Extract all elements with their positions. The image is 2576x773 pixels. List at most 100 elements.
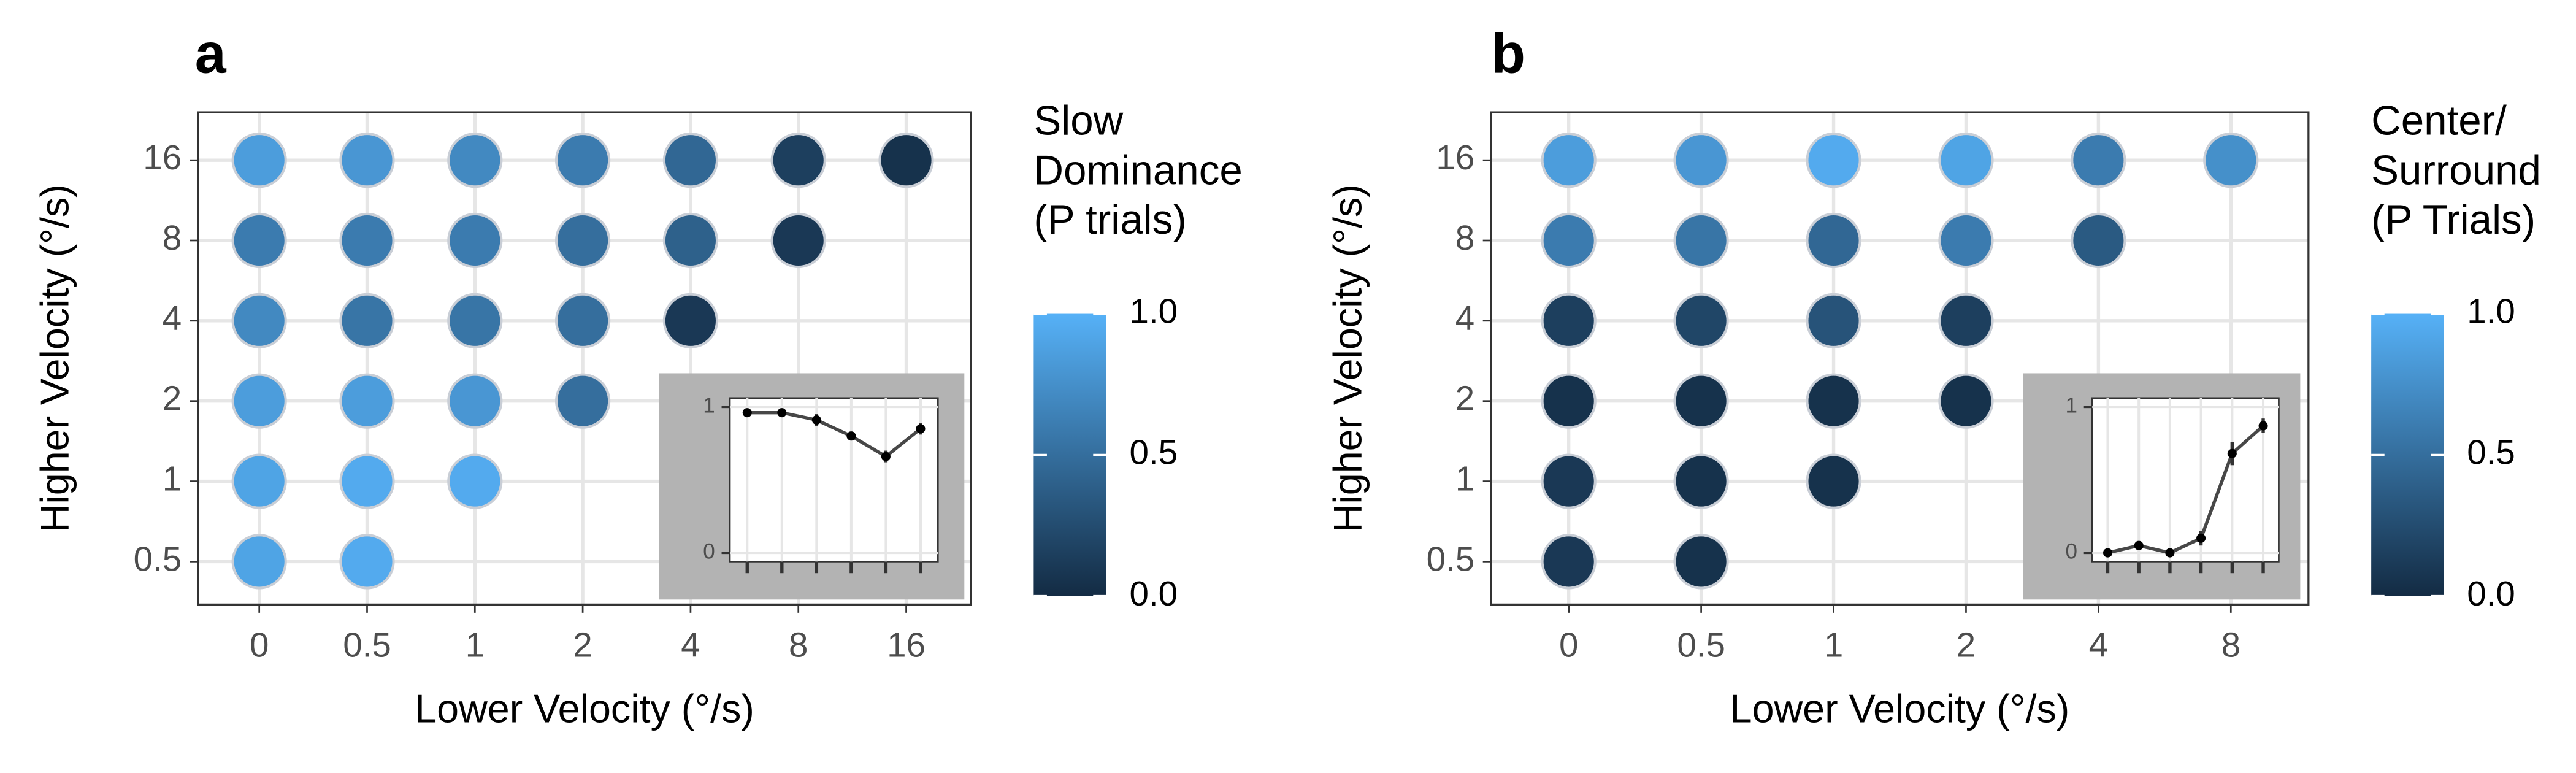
x-axis-title: Lower Velocity (°/s) (415, 686, 754, 731)
inset-point (777, 408, 787, 418)
dot (231, 373, 287, 429)
inset-line (747, 410, 922, 459)
plot-border (1490, 111, 2310, 606)
inset-point (811, 415, 821, 425)
colorbar-title: Dominance (1033, 147, 1242, 193)
dot (1673, 293, 1729, 348)
dot (1673, 534, 1729, 590)
panel-label: b (1491, 22, 1525, 85)
colorbar-tick-label: 1.0 (1130, 291, 1178, 330)
y-tick-label: 16 (1436, 138, 1474, 177)
dot (770, 212, 826, 269)
dot (1938, 133, 1994, 188)
dot (1938, 212, 1994, 269)
dot (447, 133, 503, 188)
y-tick-label: 1 (1455, 459, 1474, 498)
inset-line (2107, 425, 2264, 555)
y-tick-label: 2 (1455, 379, 1474, 418)
dot (555, 373, 611, 429)
dot (1541, 293, 1597, 348)
dot (1938, 293, 1994, 348)
colorbar-tick-label: 0.5 (1130, 433, 1178, 472)
inset-panel (2091, 397, 2280, 563)
dot (555, 293, 611, 348)
dot (339, 534, 395, 590)
dot (2203, 133, 2259, 188)
x-tick-label: 8 (789, 625, 808, 664)
dot (1541, 212, 1597, 269)
y-tick-label: 8 (163, 218, 182, 257)
inset-point (2103, 548, 2113, 558)
colorbar-title: Surround (2371, 147, 2541, 193)
x-axis-title: Lower Velocity (°/s) (1730, 686, 2070, 731)
inset-y-tick-label: 1 (2065, 393, 2077, 417)
inset-point (2227, 448, 2237, 458)
colorbar-tick-label: 0.0 (1130, 574, 1178, 613)
y-tick-label: 8 (1455, 218, 1474, 257)
y-tick-label: 4 (1455, 299, 1474, 337)
dot (231, 534, 287, 590)
dot (878, 133, 934, 188)
dot (1541, 453, 1597, 509)
inset-point (881, 452, 891, 461)
colorbar-title: Center/ (2371, 98, 2507, 144)
dot (231, 133, 287, 188)
dot (339, 133, 395, 188)
dot (1806, 133, 1861, 188)
colorbar-tick-label: 1.0 (2467, 291, 2515, 330)
x-tick-label: 2 (1957, 625, 1976, 664)
colorbar-tick-label: 0.5 (2467, 433, 2515, 472)
dot (447, 373, 503, 429)
x-tick-label: 0 (250, 625, 269, 664)
inset-point (916, 424, 926, 434)
dot (447, 453, 503, 509)
colorbar-title: Slow (1033, 98, 1123, 144)
x-tick-label: 0.5 (1677, 625, 1725, 664)
y-tick-label: 16 (143, 138, 182, 177)
dot (1806, 453, 1861, 509)
dot (662, 212, 719, 269)
dot (231, 453, 287, 509)
dot (447, 212, 503, 269)
y-tick-label: 2 (163, 379, 182, 418)
dot (1673, 373, 1729, 429)
dot (231, 293, 287, 348)
dot (1806, 293, 1861, 348)
x-tick-label: 16 (887, 625, 926, 664)
plot-border (197, 111, 972, 606)
inset-y-tick-label: 0 (2065, 539, 2077, 563)
inset-panel (729, 397, 939, 563)
dot (339, 373, 395, 429)
dot (339, 453, 395, 509)
dot (1673, 212, 1729, 269)
dot (662, 293, 719, 348)
dot (1541, 133, 1597, 188)
dot (2071, 212, 2126, 269)
x-tick-label: 0 (1559, 625, 1578, 664)
panel-label: a (195, 22, 227, 85)
y-axis-title: Higher Velocity (°/s) (33, 184, 77, 533)
x-tick-label: 1 (466, 625, 485, 664)
dot (770, 133, 826, 188)
inset-point (846, 431, 856, 441)
colorbar-title: (P Trials) (2371, 197, 2536, 243)
dot (231, 212, 287, 269)
dot (1938, 373, 1994, 429)
x-tick-label: 4 (2089, 625, 2108, 664)
x-tick-label: 0.5 (343, 625, 391, 664)
dot (555, 133, 611, 188)
y-tick-label: 1 (163, 459, 182, 498)
x-tick-label: 2 (573, 625, 592, 664)
dot (1541, 534, 1597, 590)
dot (1541, 373, 1597, 429)
y-axis-title: Higher Velocity (°/s) (1325, 184, 1370, 533)
inset-y-tick-label: 0 (703, 539, 715, 563)
y-tick-label: 4 (163, 299, 182, 337)
x-tick-label: 1 (1824, 625, 1843, 664)
dot (1673, 453, 1729, 509)
inset-point (2165, 548, 2175, 558)
dot (1673, 133, 1729, 188)
inset-y-tick-label: 1 (703, 393, 715, 417)
y-tick-label: 0.5 (134, 539, 182, 578)
